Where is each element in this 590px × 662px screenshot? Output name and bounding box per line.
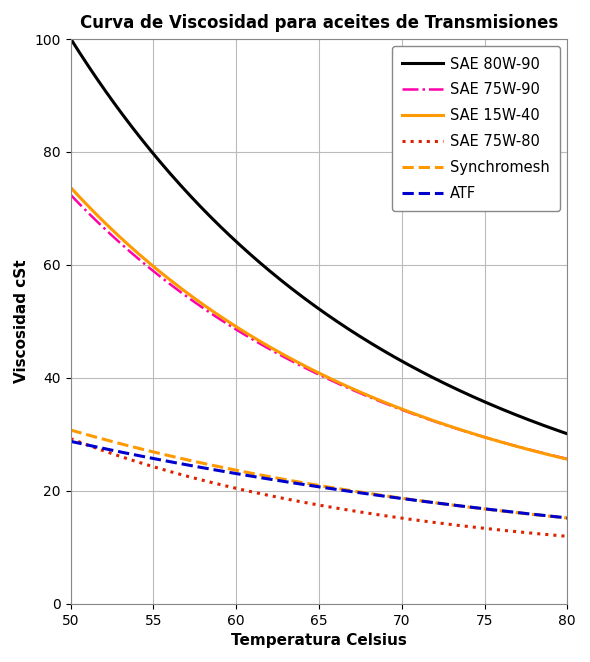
SAE 75W-90 <box>229 323 236 331</box>
SAE 75W-80 <box>428 518 435 526</box>
ATF <box>264 475 271 483</box>
ATF <box>67 438 74 446</box>
Line: Synchromesh: Synchromesh <box>71 430 568 518</box>
SAE 75W-90 <box>264 344 271 352</box>
Line: SAE 75W-80: SAE 75W-80 <box>71 439 568 536</box>
Title: Curva de Viscosidad para aceites de Transmisiones: Curva de Viscosidad para aceites de Tran… <box>80 14 558 32</box>
Synchromesh <box>379 492 386 500</box>
Synchromesh <box>425 498 432 506</box>
SAE 75W-80 <box>127 455 134 463</box>
SAE 75W-80 <box>67 435 74 443</box>
SAE 15W-40 <box>379 398 386 406</box>
Synchromesh <box>127 442 134 450</box>
SAE 15W-40 <box>428 416 435 424</box>
SAE 15W-40 <box>564 455 571 463</box>
SAE 80W-90 <box>229 234 236 242</box>
Synchromesh <box>564 514 571 522</box>
SAE 15W-40 <box>229 320 236 328</box>
SAE 75W-90 <box>564 455 571 463</box>
Line: SAE 80W-90: SAE 80W-90 <box>71 38 568 434</box>
SAE 80W-90 <box>428 373 435 381</box>
SAE 75W-90 <box>127 248 134 256</box>
ATF <box>428 498 435 506</box>
SAE 80W-90 <box>67 34 74 42</box>
ATF <box>229 469 236 477</box>
Synchromesh <box>67 426 74 434</box>
SAE 15W-40 <box>127 242 134 250</box>
SAE 75W-90 <box>425 416 432 424</box>
ATF <box>425 498 432 506</box>
SAE 75W-90 <box>67 191 74 199</box>
SAE 80W-90 <box>425 371 432 379</box>
SAE 75W-80 <box>264 491 271 499</box>
SAE 75W-80 <box>425 518 432 526</box>
Line: ATF: ATF <box>71 442 568 518</box>
SAE 75W-90 <box>379 399 386 406</box>
SAE 75W-80 <box>229 483 236 491</box>
Synchromesh <box>229 465 236 473</box>
ATF <box>127 450 134 458</box>
SAE 80W-90 <box>379 346 386 354</box>
SAE 80W-90 <box>264 265 271 273</box>
SAE 15W-40 <box>67 183 74 191</box>
SAE 80W-90 <box>127 121 134 129</box>
Y-axis label: Viscosidad cSt: Viscosidad cSt <box>14 260 29 383</box>
Line: SAE 15W-40: SAE 15W-40 <box>71 187 568 459</box>
ATF <box>379 492 386 500</box>
Legend: SAE 80W-90, SAE 75W-90, SAE 15W-40, SAE 75W-80, Synchromesh, ATF: SAE 80W-90, SAE 75W-90, SAE 15W-40, SAE … <box>392 46 560 211</box>
SAE 15W-40 <box>425 415 432 423</box>
SAE 80W-90 <box>564 430 571 438</box>
Line: SAE 75W-90: SAE 75W-90 <box>71 195 568 459</box>
SAE 75W-80 <box>379 512 386 520</box>
SAE 75W-90 <box>428 416 435 424</box>
Synchromesh <box>264 472 271 480</box>
Synchromesh <box>428 498 435 506</box>
SAE 75W-80 <box>564 532 571 540</box>
SAE 15W-40 <box>264 342 271 350</box>
X-axis label: Temperatura Celsius: Temperatura Celsius <box>231 633 407 648</box>
ATF <box>564 514 571 522</box>
